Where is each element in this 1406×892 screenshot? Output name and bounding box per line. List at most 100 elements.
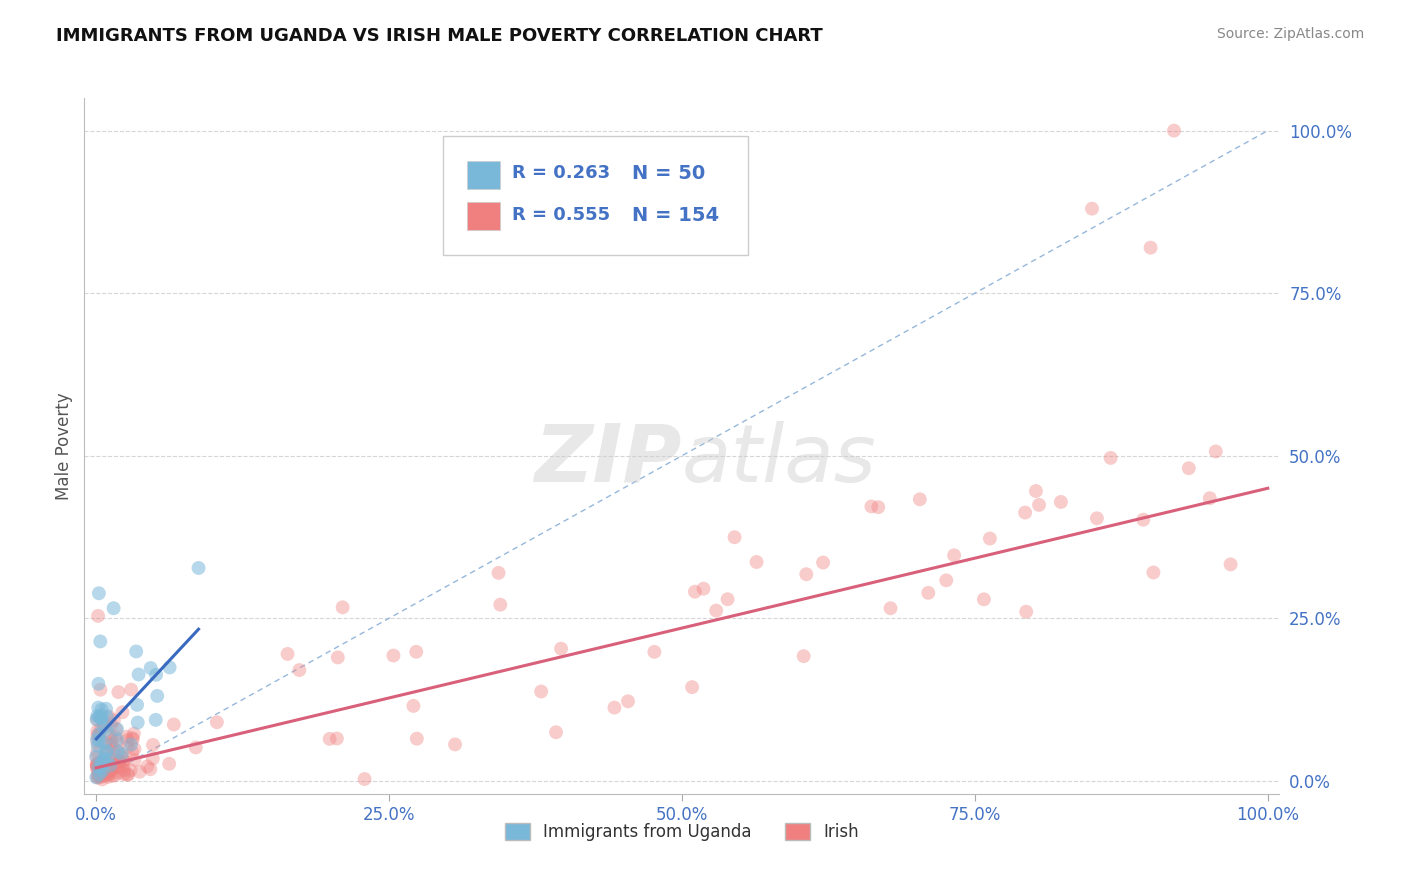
Point (288, 663, 311, 677)
Point (142, 738, 165, 752)
Point (93, 751, 115, 765)
Point (111, 705, 134, 719)
Point (86, 728, 108, 742)
Point (87, 769, 110, 783)
Point (97, 756, 120, 770)
Point (117, 767, 139, 781)
Point (550, 641, 572, 656)
Point (89, 762, 111, 776)
Point (94, 736, 117, 750)
Point (683, 584, 706, 599)
Point (382, 648, 405, 663)
Point (97, 753, 120, 767)
Point (100, 734, 122, 748)
Text: IMMIGRANTS FROM UGANDA VS IRISH MALE POVERTY CORRELATION CHART: IMMIGRANTS FROM UGANDA VS IRISH MALE POV… (56, 27, 823, 45)
Point (104, 748, 127, 763)
Point (93, 756, 115, 770)
Point (120, 682, 142, 697)
Point (90, 708, 112, 723)
Point (87, 586, 110, 600)
Point (96, 768, 118, 782)
Point (617, 694, 640, 708)
Point (86, 750, 108, 764)
Point (90, 754, 112, 768)
Point (104, 734, 127, 748)
Point (90, 712, 112, 726)
Point (93, 736, 115, 750)
Legend: Immigrants from Uganda, Irish: Immigrants from Uganda, Irish (498, 817, 866, 848)
Point (405, 731, 427, 746)
Point (86, 769, 108, 783)
Point (104, 768, 127, 782)
Point (89, 756, 111, 770)
Point (115, 733, 138, 747)
Point (1014, 506, 1036, 520)
Point (1132, 513, 1154, 527)
Point (89, 634, 111, 648)
Point (353, 772, 375, 786)
Point (643, 645, 665, 659)
Point (89, 727, 111, 741)
Point (107, 745, 129, 759)
Point (1015, 605, 1038, 619)
Point (122, 732, 145, 747)
Point (205, 715, 228, 730)
Point (93, 763, 115, 777)
Point (107, 756, 129, 771)
Point (139, 762, 162, 776)
Point (405, 645, 427, 659)
Point (127, 715, 149, 730)
Point (108, 754, 131, 768)
Point (124, 753, 146, 767)
Point (444, 738, 467, 752)
Text: atlas: atlas (682, 421, 877, 499)
Point (184, 740, 207, 755)
Point (107, 685, 129, 699)
Point (87, 729, 110, 743)
Point (159, 660, 181, 674)
Point (91, 759, 114, 773)
Point (98, 764, 121, 778)
Point (973, 592, 995, 607)
Point (86, 758, 108, 772)
Point (89, 711, 111, 725)
Point (94, 744, 117, 758)
Point (1163, 123, 1185, 137)
Point (86, 723, 108, 738)
Point (91, 772, 114, 787)
Point (93, 721, 115, 735)
Point (745, 555, 768, 569)
Point (89, 710, 111, 724)
Point (105, 732, 128, 747)
Point (117, 767, 139, 781)
Point (93, 755, 115, 769)
Point (104, 730, 127, 744)
Point (124, 742, 146, 756)
Point (112, 763, 135, 777)
Point (87, 760, 110, 774)
Point (96, 747, 118, 762)
Point (108, 760, 131, 774)
Point (704, 604, 727, 618)
Point (112, 767, 135, 781)
Point (97, 767, 120, 781)
Point (127, 698, 149, 712)
Point (86, 745, 108, 759)
Point (86, 749, 108, 764)
Point (89, 733, 111, 747)
Point (1219, 558, 1241, 572)
Point (98, 709, 121, 723)
Point (1025, 483, 1047, 498)
Point (101, 768, 124, 782)
Point (716, 592, 738, 607)
Point (1198, 491, 1220, 506)
Point (86, 760, 108, 774)
Point (105, 760, 128, 774)
Point (681, 680, 703, 694)
Point (100, 756, 122, 771)
Point (112, 755, 135, 769)
Point (121, 745, 143, 759)
Point (87, 767, 110, 781)
Point (111, 750, 134, 764)
Point (86, 771, 108, 785)
